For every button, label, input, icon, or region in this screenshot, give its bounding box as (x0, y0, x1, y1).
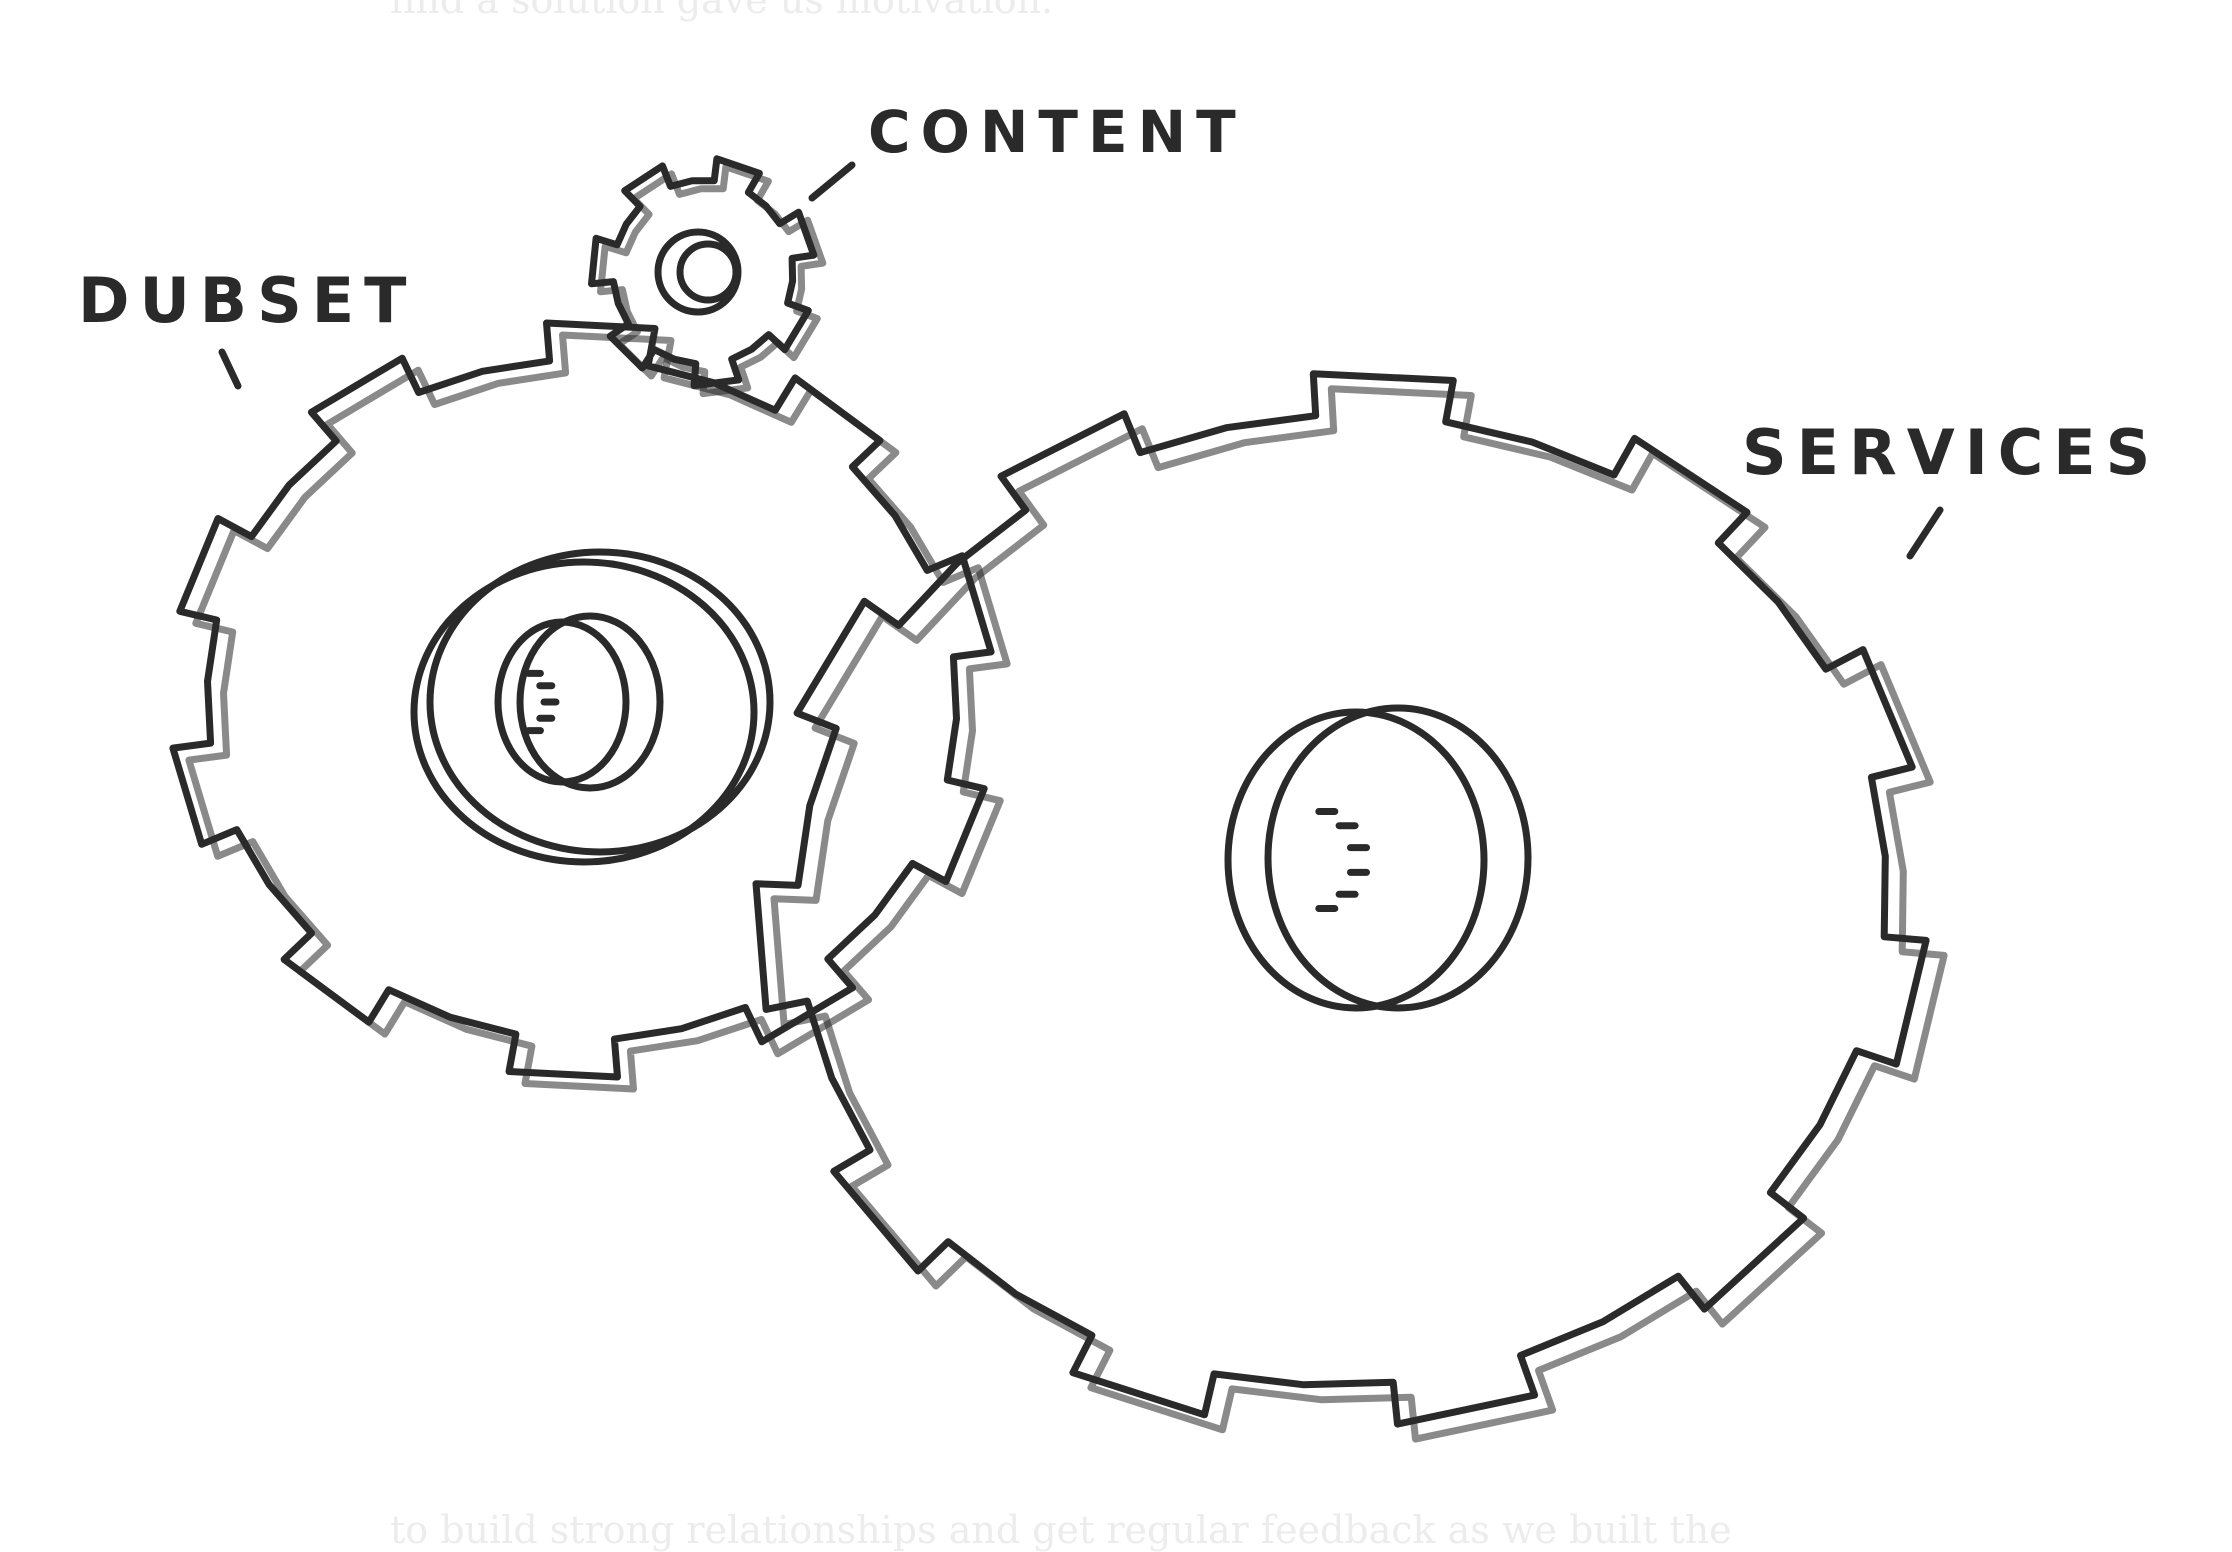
gear-dubset-hole (516, 612, 664, 792)
gear-dubset-rim (185, 331, 1011, 1093)
pointer-content (808, 161, 856, 202)
gear-dubset (169, 319, 995, 1081)
body-text-top: find a solution gave us motivation. (390, 0, 1054, 22)
gear-content-rim (597, 163, 827, 398)
gear-services (752, 370, 1930, 1428)
label-dubset: DUBSET (78, 264, 416, 337)
pointer-dubset (218, 348, 242, 390)
label-services: SERVICES (1742, 416, 2160, 489)
pointer-services (1906, 506, 1944, 560)
gear-content-hole-depth (676, 240, 740, 304)
gear-content (588, 155, 818, 390)
gear-dubset-ring-depth (426, 548, 774, 856)
gear-dubset-ring (410, 558, 758, 866)
gear-services-hole-depth (1224, 708, 1488, 1012)
gear-services-hole (1264, 704, 1532, 1012)
label-content: CONTENT (868, 98, 1246, 166)
gear-services-rim (770, 385, 1948, 1443)
gear-dubset-hole-depth (494, 618, 630, 786)
